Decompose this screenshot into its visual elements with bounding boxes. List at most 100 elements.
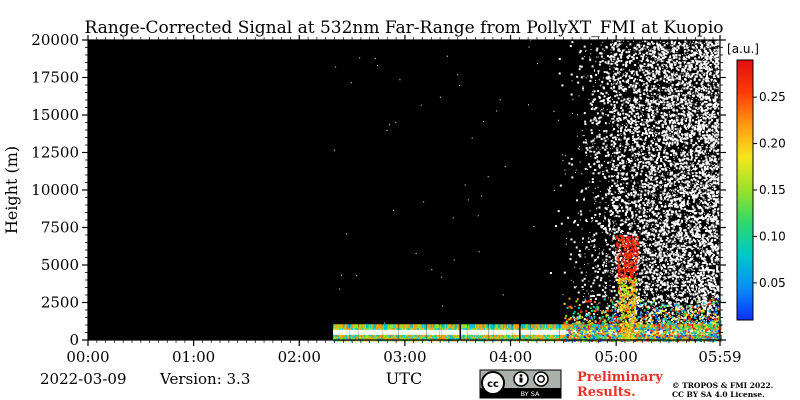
noise-pixel — [620, 68, 623, 71]
noise-pixel — [716, 165, 719, 168]
noise-pixel — [698, 308, 701, 311]
noise-pixel — [694, 73, 696, 75]
noise-pixel — [618, 246, 621, 249]
noise-pixel — [684, 100, 687, 103]
noise-pixel — [696, 163, 698, 165]
noise-pixel — [715, 172, 716, 174]
noise-pixel — [707, 136, 710, 139]
noise-pixel — [609, 234, 611, 235]
noise-pixel — [698, 130, 701, 133]
noise-pixel — [601, 108, 602, 110]
noise-pixel — [660, 198, 663, 201]
noise-pixel — [668, 189, 670, 191]
noise-pixel — [701, 85, 704, 87]
noise-pixel — [598, 222, 601, 225]
noise-pixel — [710, 142, 712, 144]
noise-pixel — [687, 167, 689, 169]
noise-pixel — [661, 234, 663, 236]
noise-pixel — [616, 125, 618, 127]
noise-pixel — [597, 107, 599, 109]
noise-pixel — [699, 176, 702, 179]
noise-pixel — [610, 62, 613, 65]
noise-pixel — [710, 86, 712, 88]
noise-pixel — [596, 304, 598, 306]
noise-pixel — [705, 114, 708, 117]
noise-pixel — [702, 184, 704, 186]
noise-pixel — [717, 235, 719, 237]
noise-pixel — [570, 73, 573, 76]
noise-pixel — [604, 139, 607, 142]
noise-pixel — [614, 251, 616, 254]
noise-pixel — [639, 196, 642, 199]
noise-pixel — [605, 286, 607, 288]
noise-pixel — [644, 245, 646, 248]
noise-pixel — [604, 238, 606, 240]
noise-pixel — [655, 141, 657, 143]
noise-pixel — [684, 94, 687, 97]
noise-pixel — [604, 217, 606, 220]
noise-pixel — [674, 252, 676, 254]
noise-pixel — [702, 277, 704, 280]
noise-pixel — [623, 131, 626, 134]
noise-pixel — [679, 185, 682, 188]
noise-pixel — [648, 163, 651, 166]
noise-pixel — [631, 130, 633, 132]
noise-pixel — [614, 197, 617, 200]
noise-pixel — [595, 220, 598, 223]
noise-pixel — [638, 292, 640, 294]
noise-pixel — [576, 223, 579, 226]
noise-pixel — [584, 300, 586, 303]
noise-pixel — [608, 56, 611, 59]
noise-pixel — [693, 234, 696, 237]
noise-pixel — [652, 219, 655, 222]
noise-pixel — [622, 124, 623, 126]
noise-pixel — [645, 56, 647, 57]
noise-pixel — [695, 66, 698, 69]
noise-pixel — [606, 82, 609, 85]
noise-pixel — [615, 165, 617, 167]
noise-pixel — [639, 41, 641, 43]
noise-pixel — [696, 211, 698, 213]
noise-pixel — [644, 251, 647, 254]
noise-pixel — [597, 195, 600, 197]
noise-pixel — [670, 134, 672, 136]
noise-pixel — [636, 143, 639, 146]
noise-pixel — [613, 61, 614, 62]
noise-pixel — [686, 82, 689, 85]
noise-pixel — [700, 151, 703, 154]
noise-pixel — [628, 193, 631, 196]
noise-pixel — [591, 217, 593, 220]
noise-pixel — [696, 72, 698, 75]
noise-pixel — [706, 165, 709, 168]
noise-pixel — [716, 116, 717, 118]
noise-pixel — [684, 248, 686, 250]
noise-pixel — [630, 59, 633, 62]
chart-title: Range-Corrected Signal at 532nm Far-Rang… — [84, 18, 723, 38]
noise-pixel — [697, 323, 699, 325]
noise-pixel — [714, 194, 716, 196]
noise-pixel — [629, 43, 632, 46]
noise-pixel — [654, 219, 656, 221]
noise-pixel — [677, 112, 680, 115]
noise-pixel — [642, 238, 645, 241]
noise-pixel — [693, 86, 696, 89]
noise-pixel — [640, 115, 643, 118]
noise-pixel — [608, 189, 610, 192]
noise-pixel — [693, 68, 696, 71]
noise-pixel — [661, 303, 663, 305]
noise-pixel — [653, 138, 655, 140]
noise-pixel — [588, 237, 590, 239]
noise-pixel — [569, 231, 571, 233]
noise-pixel — [580, 219, 581, 221]
noise-pixel — [577, 212, 579, 214]
noise-pixel — [622, 161, 625, 164]
noise-pixel — [623, 124, 625, 126]
noise-pixel — [676, 143, 679, 146]
noise-pixel — [636, 46, 637, 48]
noise-pixel — [689, 142, 691, 144]
noise-pixel — [695, 148, 698, 151]
noise-pixel — [691, 234, 693, 235]
noise-pixel — [642, 46, 644, 48]
noise-pixel — [679, 165, 682, 168]
noise-pixel — [674, 271, 677, 274]
